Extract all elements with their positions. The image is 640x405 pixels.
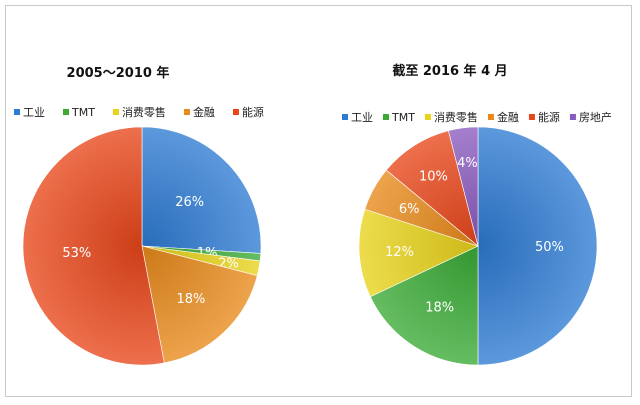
slice-label-1-2: 12% (385, 245, 414, 260)
chart-2-legend: 工业 TMT 消费零售 金融 能源 房地产 (342, 110, 612, 124)
legend-label-0-4: 能源 (242, 105, 264, 119)
pie-slice-0-0 (141, 126, 262, 254)
pie-slice-1-0 (477, 126, 598, 366)
slice-label-1-0: 50% (535, 240, 564, 255)
legend-label-1-2: 消费零售 (434, 110, 478, 124)
slice-label-0-0: 26% (175, 195, 204, 210)
legend-label-1-5: 房地产 (579, 110, 612, 124)
legend-swatch-1-3 (487, 114, 494, 120)
slice-label-0-4: 53% (62, 246, 91, 261)
slice-label-1-4: 10% (419, 170, 448, 185)
legend-swatch-1-1 (383, 114, 389, 120)
pie-slice-1-5 (448, 126, 479, 247)
legend-label-0-3: 金融 (193, 105, 215, 119)
legend-swatch-1-4 (528, 114, 535, 120)
legend-label-0-1: TMT (71, 106, 95, 119)
legend-swatch-0-2 (112, 109, 119, 115)
slice-label-1-3: 6% (399, 202, 420, 217)
legend-swatch-1-0 (342, 114, 348, 120)
legend-label-0-2: 消费零售 (122, 105, 166, 119)
legend-label-0-0: 工业 (23, 106, 45, 119)
legend-swatch-1-2 (424, 114, 431, 120)
pie-slice-0-4 (22, 126, 165, 366)
legend-label-1-0: 工业 (351, 111, 373, 124)
slice-label-1-5: 4% (457, 156, 478, 171)
legend-swatch-0-1 (63, 109, 69, 115)
chart-1-pie: 26%1%2%18%53% (22, 126, 262, 366)
legend-swatch-0-3 (183, 109, 190, 115)
pie-slice-1-4 (385, 130, 479, 247)
legend-swatch-0-4 (232, 109, 239, 115)
legend-label-1-3: 金融 (497, 110, 519, 124)
chart-1-legend: 工业 TMT 消费零售 金融 能源 (14, 105, 264, 119)
legend-swatch-1-5 (569, 114, 576, 120)
pie-slice-1-2 (358, 208, 479, 298)
legend-swatch-0-0 (14, 109, 20, 115)
pie-slice-1-1 (369, 245, 479, 366)
chart-1-title: 2005～2010 年 (67, 65, 170, 81)
pie-slice-0-3 (141, 245, 258, 364)
chart-2-title: 截至 2016 年 4 月 (392, 63, 507, 79)
legend-label-1-1: TMT (391, 111, 415, 124)
slice-label-0-3: 18% (176, 292, 205, 307)
slice-label-1-1: 18% (425, 300, 454, 315)
chart-2-pie: 50% 18% 12% 6% 10% 4% (358, 126, 598, 366)
legend-label-1-4: 能源 (538, 110, 560, 124)
